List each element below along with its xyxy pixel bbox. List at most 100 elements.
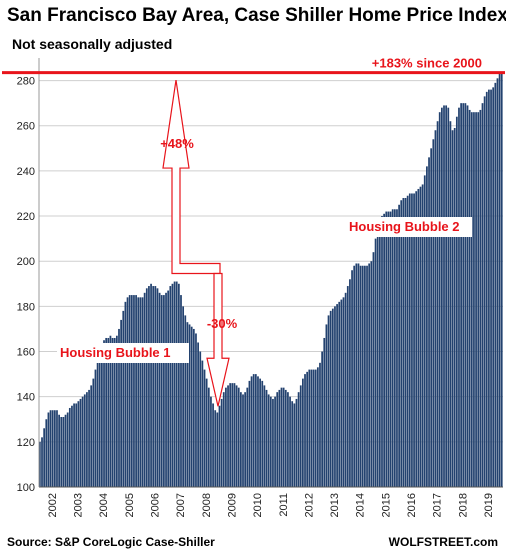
bar [39,441,41,487]
bar [466,105,469,488]
bar [361,265,364,487]
brand-mark: WOLFSTREET.com [388,535,498,549]
increase-label: +48% [160,136,194,151]
bar [210,396,212,487]
bar [133,295,135,487]
bar [325,324,328,487]
reference-line-label: +183% since 2000 [372,56,482,71]
bar [118,328,120,487]
x-tick-label: 2006 [149,493,161,517]
x-tick-label: 2019 [483,493,495,517]
bar [479,109,482,488]
bar [417,188,420,487]
bar [248,380,251,487]
bar [496,78,499,487]
bar [163,295,165,487]
bar [387,211,390,488]
bar [269,396,272,487]
bar [336,304,338,487]
bar [216,412,219,487]
bar [430,148,433,487]
bar [265,389,268,487]
source-note: Source: S&P CoreLogic Case-Shiller [7,535,215,549]
bar [280,387,283,487]
bar [152,286,155,487]
bar [458,107,460,488]
bar [378,220,381,487]
bar [205,378,208,487]
bar [128,295,131,487]
decrease-label: -30% [207,316,238,331]
bar [41,437,43,487]
bar [165,292,167,487]
bar [468,109,471,488]
bar [419,186,422,487]
bubble-2-label: Housing Bubble 2 [349,219,460,234]
bar [475,112,477,487]
bar [404,197,407,488]
bar [411,193,413,487]
bar [130,295,133,487]
bar [389,211,392,488]
bar [135,295,137,487]
bar [154,286,157,487]
bar [331,308,334,487]
bar [421,184,424,487]
bar [92,378,95,487]
bar [366,265,368,487]
bar [396,209,398,487]
bar [372,252,375,487]
x-tick-label: 2004 [98,493,110,517]
bar [310,369,313,487]
x-tick-label: 2010 [252,493,264,517]
bar [79,398,82,487]
bar [344,292,347,487]
chart-subtitle: Not seasonally adjusted [12,36,173,52]
bar [227,385,229,487]
bar [158,292,161,487]
bar [246,387,249,487]
bar [203,369,206,487]
bar [235,385,238,487]
bar [272,398,274,487]
bar [351,270,353,487]
bar [237,387,240,487]
bar [141,297,144,487]
bar [105,337,108,487]
bar [53,410,56,487]
bar [470,112,473,487]
y-tick-label: 100 [17,482,35,494]
bar [302,378,304,487]
x-tick-label: 2009 [226,493,238,517]
bar [68,407,71,487]
bar [284,389,287,487]
x-tick-label: 2002 [47,493,59,517]
bar [259,378,261,487]
bar [175,281,178,487]
bar [111,337,114,487]
bar [445,105,448,488]
bar [415,191,418,487]
bar [94,369,97,487]
bar [73,403,75,487]
bar [436,121,439,487]
bar [498,73,501,487]
bar [402,197,405,488]
bar [124,301,127,487]
bar [49,410,52,487]
bar [192,328,195,487]
bar [451,130,454,487]
bar [167,290,170,487]
bar [143,292,146,487]
bar [368,263,371,487]
x-tick-label: 2018 [457,493,469,517]
bar [173,281,176,487]
y-tick-label: 280 [17,76,35,88]
bar [289,396,291,487]
bar [357,263,360,487]
bar [214,410,217,487]
bar [75,403,78,487]
chart-title: San Francisco Bay Area, Case Shiller Hom… [7,5,506,26]
bar [66,412,69,487]
bar [139,297,142,487]
